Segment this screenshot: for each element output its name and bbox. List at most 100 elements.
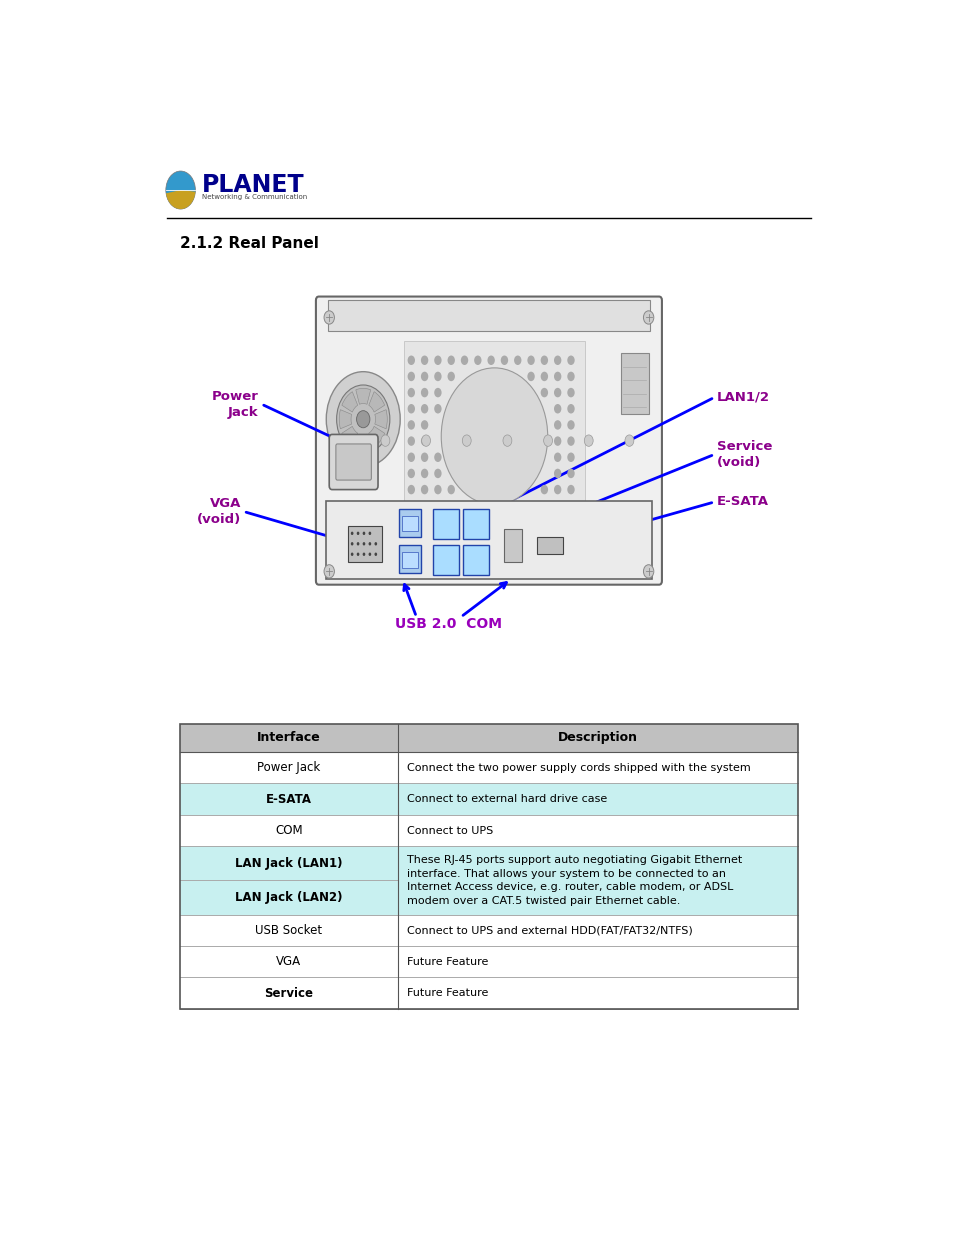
Circle shape	[407, 501, 415, 510]
Circle shape	[434, 485, 441, 494]
Wedge shape	[369, 391, 384, 412]
Circle shape	[420, 436, 428, 446]
Bar	[433, 545, 459, 576]
Text: Connect to UPS: Connect to UPS	[406, 825, 493, 836]
Circle shape	[500, 356, 508, 366]
Bar	[619, 353, 648, 415]
Circle shape	[340, 435, 349, 446]
Circle shape	[166, 170, 195, 209]
Circle shape	[554, 517, 560, 526]
Circle shape	[420, 452, 428, 462]
Bar	[180, 752, 797, 783]
Text: E-SATA: E-SATA	[716, 495, 768, 509]
Circle shape	[326, 372, 399, 467]
Circle shape	[420, 356, 428, 366]
Circle shape	[441, 368, 547, 505]
Bar	[180, 783, 797, 815]
Circle shape	[460, 517, 468, 526]
Text: PLANET: PLANET	[202, 173, 304, 196]
Circle shape	[474, 356, 481, 366]
Circle shape	[554, 404, 560, 414]
Circle shape	[362, 552, 365, 556]
Circle shape	[434, 452, 441, 462]
Circle shape	[420, 388, 428, 398]
Circle shape	[447, 501, 455, 510]
Circle shape	[407, 452, 415, 462]
Bar	[398, 509, 420, 537]
Circle shape	[362, 542, 365, 546]
Circle shape	[420, 485, 428, 494]
Bar	[180, 724, 797, 752]
Circle shape	[447, 485, 455, 494]
Circle shape	[356, 531, 359, 535]
Bar	[180, 846, 797, 915]
Circle shape	[460, 356, 468, 366]
Circle shape	[554, 420, 560, 430]
Bar	[462, 509, 488, 538]
Circle shape	[540, 517, 547, 526]
Circle shape	[514, 501, 521, 510]
Circle shape	[434, 501, 441, 510]
Circle shape	[368, 542, 371, 546]
Circle shape	[407, 404, 415, 414]
Bar	[403, 341, 584, 531]
Circle shape	[567, 485, 574, 494]
Circle shape	[583, 435, 593, 446]
Circle shape	[421, 435, 430, 446]
Wedge shape	[341, 426, 357, 447]
Text: Power Jack: Power Jack	[257, 761, 320, 774]
Text: E-SATA: E-SATA	[266, 793, 312, 805]
Circle shape	[567, 468, 574, 478]
Circle shape	[514, 517, 521, 526]
Bar	[180, 946, 797, 977]
Text: 2.1.2 Real Panel: 2.1.2 Real Panel	[180, 236, 318, 251]
Circle shape	[420, 517, 428, 526]
Circle shape	[527, 517, 535, 526]
Text: Description: Description	[558, 731, 638, 745]
Wedge shape	[355, 388, 371, 404]
Text: USB 2.0  COM: USB 2.0 COM	[395, 618, 501, 631]
Circle shape	[407, 372, 415, 382]
Circle shape	[567, 388, 574, 398]
Bar	[462, 545, 488, 576]
Bar	[398, 545, 420, 573]
Text: These RJ-45 ports support auto negotiating Gigabit Ethernet
interface. That allo: These RJ-45 ports support auto negotiati…	[406, 855, 741, 905]
Circle shape	[434, 372, 441, 382]
Text: LAN Jack (LAN2): LAN Jack (LAN2)	[235, 890, 342, 904]
Bar	[401, 552, 417, 568]
Circle shape	[434, 468, 441, 478]
Circle shape	[407, 517, 415, 526]
Text: Connect the two power supply cords shipped with the system: Connect the two power supply cords shipp…	[406, 763, 750, 773]
Text: USB Socket: USB Socket	[255, 924, 322, 937]
Circle shape	[554, 356, 560, 366]
Circle shape	[362, 531, 365, 535]
Circle shape	[407, 468, 415, 478]
Circle shape	[554, 436, 560, 446]
Circle shape	[460, 501, 468, 510]
Text: VGA
(void): VGA (void)	[196, 496, 241, 526]
Text: Service: Service	[264, 987, 314, 999]
Circle shape	[567, 517, 574, 526]
Circle shape	[447, 372, 455, 382]
Bar	[537, 537, 562, 555]
Text: Future Feature: Future Feature	[406, 988, 488, 998]
Bar	[180, 815, 797, 846]
Circle shape	[540, 372, 547, 382]
Circle shape	[356, 552, 359, 556]
Circle shape	[407, 420, 415, 430]
Circle shape	[434, 404, 441, 414]
Circle shape	[500, 517, 508, 526]
Circle shape	[487, 517, 495, 526]
Circle shape	[407, 356, 415, 366]
Bar	[326, 501, 651, 579]
Circle shape	[567, 501, 574, 510]
Wedge shape	[339, 410, 352, 429]
Circle shape	[554, 468, 560, 478]
Bar	[433, 509, 459, 538]
Circle shape	[407, 436, 415, 446]
Circle shape	[420, 372, 428, 382]
Circle shape	[434, 388, 441, 398]
Circle shape	[540, 485, 547, 494]
Circle shape	[554, 372, 560, 382]
Wedge shape	[341, 391, 357, 412]
